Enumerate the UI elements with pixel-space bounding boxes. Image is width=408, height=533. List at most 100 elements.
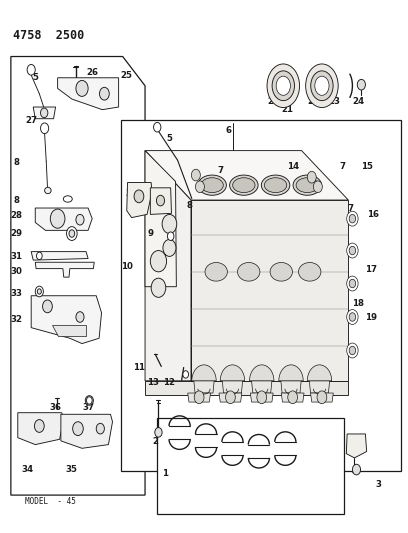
Polygon shape [35,262,94,277]
Text: 3: 3 [376,480,382,489]
Ellipse shape [63,196,72,202]
Ellipse shape [272,71,295,101]
Text: 12: 12 [164,378,175,387]
Text: 1: 1 [162,470,169,478]
Circle shape [76,80,88,96]
Text: 17: 17 [365,265,377,273]
Circle shape [67,227,77,240]
Polygon shape [191,200,348,381]
Text: 8: 8 [14,196,20,205]
Ellipse shape [44,187,51,193]
Ellipse shape [296,177,319,192]
Text: 7: 7 [339,162,345,171]
Circle shape [349,346,356,355]
Polygon shape [33,107,55,119]
Circle shape [151,278,166,297]
Text: 18: 18 [353,299,364,308]
Circle shape [50,209,65,228]
Text: 36: 36 [50,403,62,412]
Circle shape [162,214,177,233]
Text: 23: 23 [328,97,340,106]
Circle shape [134,190,144,203]
Circle shape [357,79,366,90]
Text: 14: 14 [287,162,299,171]
Polygon shape [281,393,304,402]
Ellipse shape [293,175,322,195]
Circle shape [288,391,297,403]
Ellipse shape [306,64,338,108]
Polygon shape [58,78,119,110]
Polygon shape [31,296,102,344]
Text: 33: 33 [10,288,22,297]
Wedge shape [279,365,303,381]
Polygon shape [145,151,176,287]
Text: 5: 5 [32,73,38,82]
Circle shape [40,108,48,118]
Text: 12: 12 [155,253,167,262]
Circle shape [96,423,104,434]
Circle shape [347,343,358,358]
Text: MODEL  - 45: MODEL - 45 [25,497,76,506]
Text: 34: 34 [21,465,33,474]
Wedge shape [307,365,332,381]
Text: 3: 3 [126,189,132,198]
Polygon shape [18,413,64,445]
Polygon shape [222,381,243,393]
Polygon shape [11,56,145,495]
Polygon shape [281,381,301,393]
Polygon shape [31,252,88,260]
Text: 8: 8 [14,158,20,167]
Polygon shape [252,381,272,393]
Text: 6: 6 [225,126,231,135]
Polygon shape [251,393,273,402]
Text: 5: 5 [166,134,172,143]
Circle shape [76,214,84,225]
Circle shape [42,300,52,313]
Text: 11: 11 [133,363,145,372]
Polygon shape [219,393,242,402]
Text: 10: 10 [121,262,133,271]
Text: 4: 4 [150,198,156,207]
Text: 21: 21 [282,105,293,114]
Circle shape [347,211,358,226]
Text: 30: 30 [10,268,22,276]
Text: 37: 37 [82,403,94,412]
Polygon shape [310,393,333,402]
Polygon shape [145,151,348,200]
Circle shape [194,391,204,403]
Circle shape [69,230,75,237]
Polygon shape [121,120,401,471]
Circle shape [155,427,162,437]
Circle shape [191,169,200,181]
Text: 31: 31 [10,253,22,261]
Text: 9: 9 [147,229,153,238]
Circle shape [153,123,161,132]
Circle shape [353,464,361,475]
Text: 27: 27 [25,116,37,125]
Circle shape [76,312,84,322]
Circle shape [150,251,166,272]
Ellipse shape [270,263,293,281]
Circle shape [35,286,43,297]
Text: 28: 28 [10,212,22,221]
Polygon shape [145,151,191,381]
Circle shape [349,246,356,255]
Text: 20: 20 [267,97,279,106]
Text: 13: 13 [147,378,159,387]
Circle shape [195,181,204,192]
Circle shape [27,64,35,75]
Wedge shape [192,365,216,381]
Circle shape [100,87,109,100]
Ellipse shape [267,64,299,108]
Polygon shape [157,418,344,514]
Text: 16: 16 [367,210,379,219]
Circle shape [226,391,235,403]
Circle shape [73,422,83,435]
Polygon shape [309,381,330,393]
Text: 32: 32 [10,315,22,324]
Ellipse shape [237,263,260,281]
Text: 19: 19 [365,312,377,321]
Circle shape [349,214,356,223]
Ellipse shape [276,76,290,95]
Ellipse shape [205,263,227,281]
